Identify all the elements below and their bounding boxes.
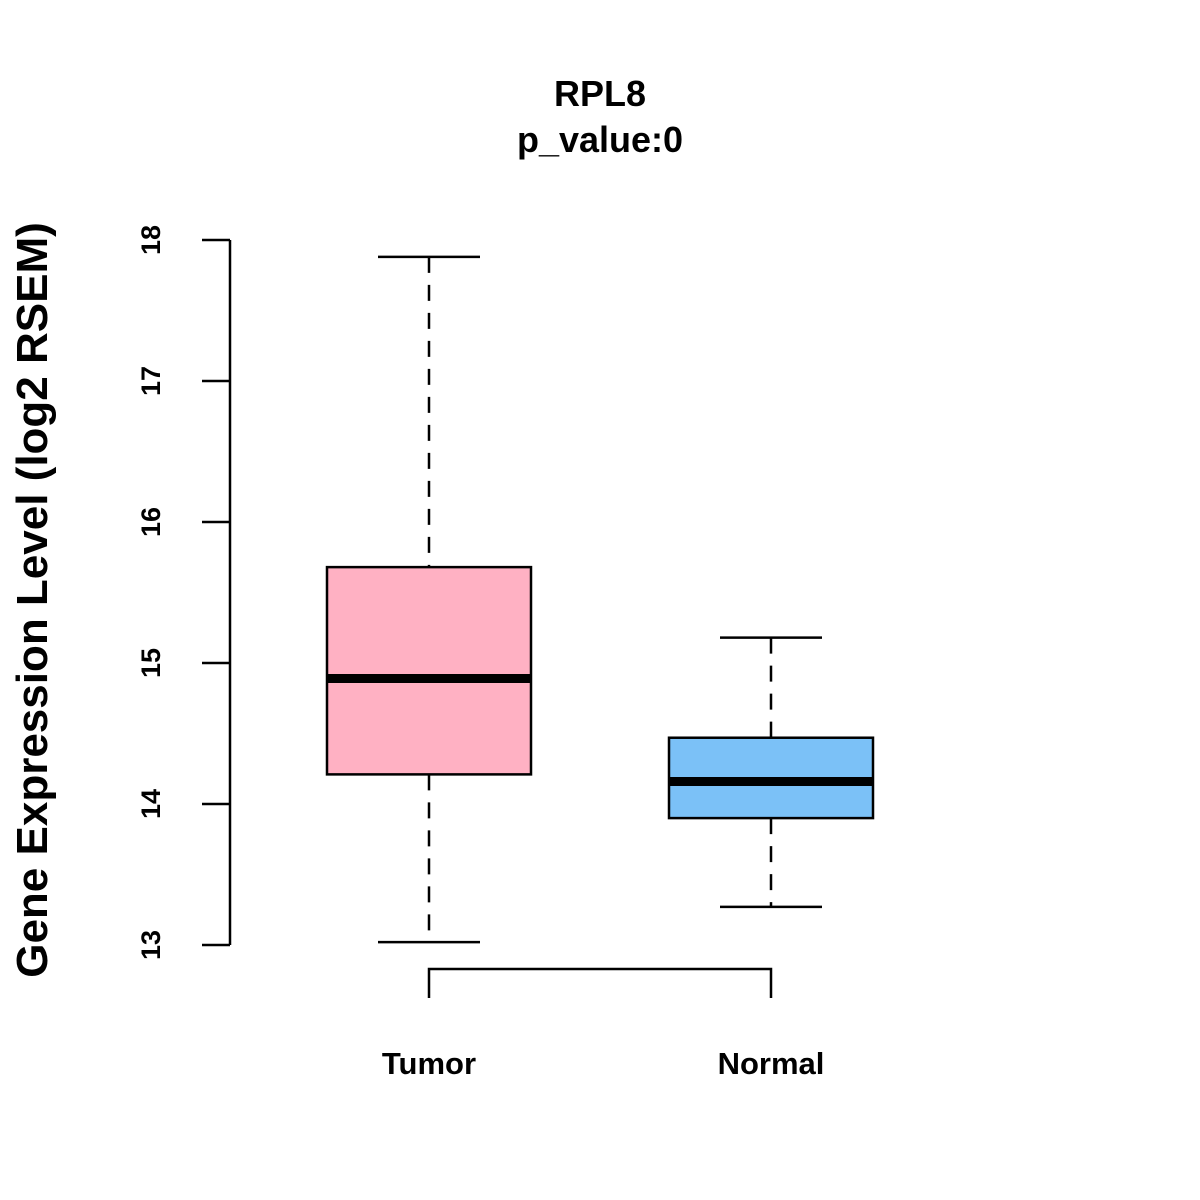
y-tick-label: 17 [136, 366, 166, 396]
y-tick-label: 13 [136, 930, 166, 960]
boxes-layer [325, 255, 875, 944]
comparison-bracket-layer [427, 967, 773, 998]
chart-subtitle: p_value:0 [517, 119, 683, 160]
x-category-labels: Tumor Normal [382, 1046, 824, 1081]
box-normal [667, 636, 875, 909]
x-category-label-normal: Normal [718, 1046, 825, 1081]
x-category-label-tumor: Tumor [382, 1046, 476, 1081]
chart-title: RPL8 [554, 73, 646, 114]
y-tick-label: 14 [136, 789, 166, 819]
box-tumor [325, 255, 533, 944]
comparison-bracket [427, 967, 773, 998]
y-axis-label: Gene Expression Level (log2 RSEM) [8, 222, 57, 978]
iqr-box [325, 565, 533, 776]
y-tick-label: 16 [136, 507, 166, 537]
y-axis: 13 14 15 16 17 18 [136, 225, 232, 960]
y-tick-label: 18 [136, 225, 166, 255]
y-tick-label: 15 [136, 648, 166, 678]
